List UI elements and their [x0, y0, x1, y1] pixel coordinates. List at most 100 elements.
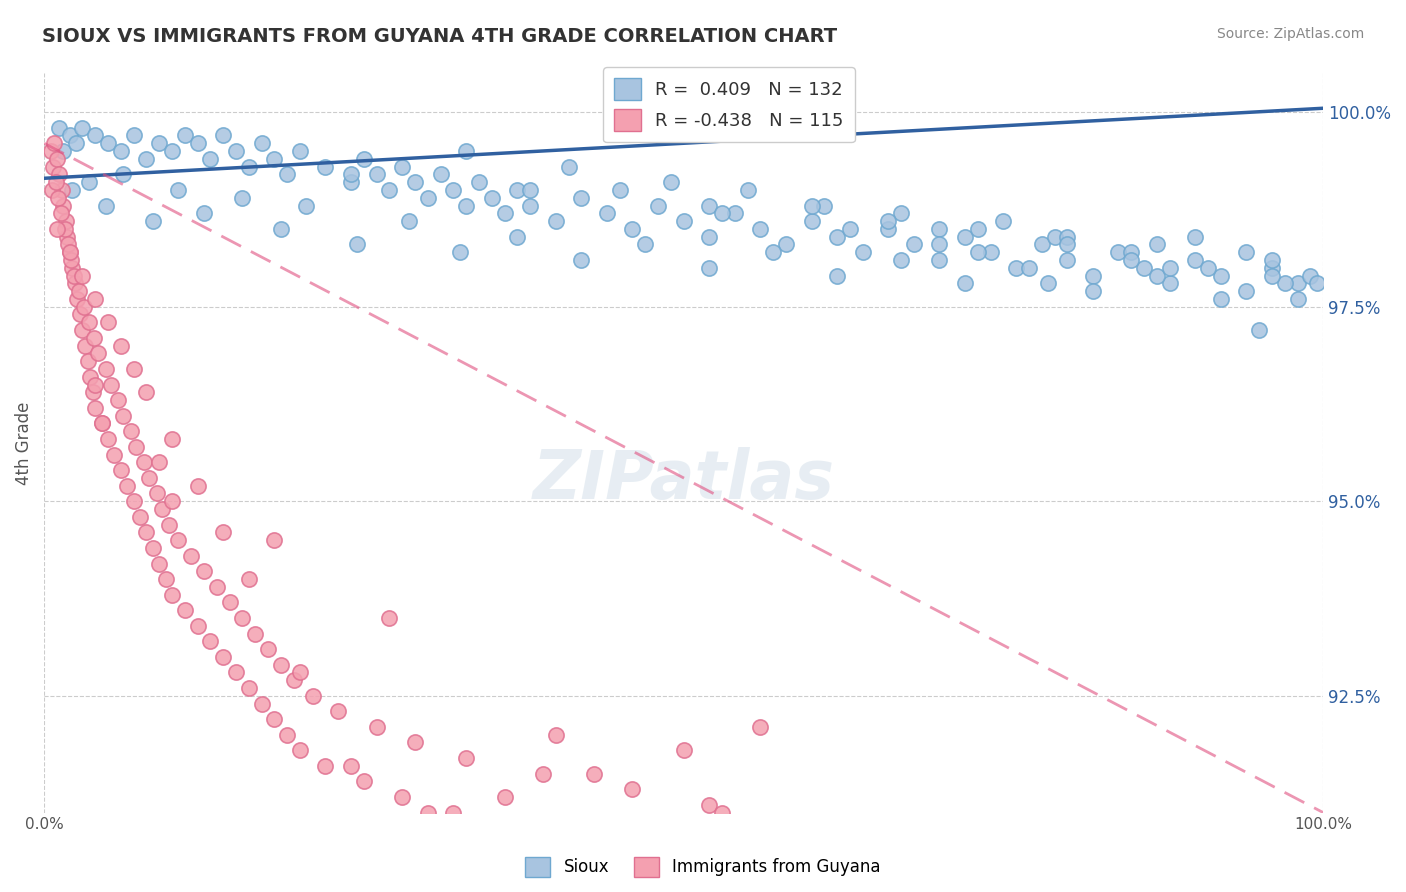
- Point: [366, 168, 388, 182]
- Point: [59, 252, 82, 267]
- Point: [295, 198, 318, 212]
- Point: [328, 705, 350, 719]
- Point: [1056, 252, 1078, 267]
- Point: [634, 237, 657, 252]
- Point: [1184, 229, 1206, 244]
- Point: [120, 424, 142, 438]
- Point: [56, 229, 79, 244]
- Point: [301, 689, 323, 703]
- Point: [506, 229, 529, 244]
- Point: [135, 525, 157, 540]
- Point: [468, 175, 491, 189]
- Point: [966, 245, 988, 260]
- Point: [315, 160, 337, 174]
- Point: [60, 260, 83, 275]
- Point: [429, 168, 451, 182]
- Point: [1005, 260, 1028, 275]
- Point: [1146, 268, 1168, 283]
- Point: [519, 183, 541, 197]
- Point: [77, 175, 100, 189]
- Point: [1056, 229, 1078, 244]
- Text: SIOUX VS IMMIGRANTS FROM GUYANA 4TH GRADE CORRELATION CHART: SIOUX VS IMMIGRANTS FROM GUYANA 4TH GRAD…: [42, 27, 838, 45]
- Point: [52, 198, 75, 212]
- Point: [1043, 229, 1066, 244]
- Point: [1081, 268, 1104, 283]
- Point: [1146, 237, 1168, 252]
- Point: [391, 160, 413, 174]
- Point: [46, 191, 69, 205]
- Point: [441, 805, 464, 820]
- Point: [928, 237, 950, 252]
- Point: [205, 580, 228, 594]
- Point: [66, 292, 89, 306]
- Point: [62, 268, 84, 283]
- Point: [621, 782, 644, 797]
- Point: [270, 222, 292, 236]
- Point: [167, 533, 190, 548]
- Point: [340, 759, 363, 773]
- Point: [200, 634, 222, 648]
- Point: [160, 144, 183, 158]
- Point: [77, 315, 100, 329]
- Point: [110, 338, 132, 352]
- Point: [49, 206, 72, 220]
- Point: [353, 152, 375, 166]
- Point: [416, 805, 439, 820]
- Point: [1209, 292, 1232, 306]
- Point: [65, 136, 87, 151]
- Point: [112, 409, 135, 423]
- Point: [697, 797, 720, 812]
- Point: [825, 268, 848, 283]
- Point: [315, 759, 337, 773]
- Point: [97, 315, 120, 329]
- Point: [378, 611, 401, 625]
- Point: [155, 572, 177, 586]
- Point: [97, 136, 120, 151]
- Point: [724, 206, 747, 220]
- Point: [225, 665, 247, 680]
- Point: [456, 144, 478, 158]
- Point: [953, 277, 976, 291]
- Point: [41, 183, 63, 197]
- Point: [1274, 277, 1296, 291]
- Point: [257, 642, 280, 657]
- Point: [193, 206, 215, 220]
- Point: [100, 377, 122, 392]
- Point: [544, 214, 567, 228]
- Point: [238, 681, 260, 695]
- Point: [1249, 323, 1271, 337]
- Point: [135, 152, 157, 166]
- Point: [1261, 260, 1284, 275]
- Point: [142, 541, 165, 555]
- Point: [59, 128, 82, 143]
- Point: [82, 385, 104, 400]
- Point: [52, 144, 75, 158]
- Point: [953, 229, 976, 244]
- Point: [1261, 268, 1284, 283]
- Point: [749, 222, 772, 236]
- Point: [67, 284, 90, 298]
- Point: [1159, 260, 1181, 275]
- Point: [340, 175, 363, 189]
- Point: [148, 136, 170, 151]
- Point: [737, 183, 759, 197]
- Point: [107, 393, 129, 408]
- Point: [63, 277, 86, 291]
- Point: [288, 144, 311, 158]
- Point: [145, 486, 167, 500]
- Point: [231, 191, 253, 205]
- Point: [366, 720, 388, 734]
- Point: [813, 198, 835, 212]
- Point: [122, 362, 145, 376]
- Point: [160, 588, 183, 602]
- Point: [647, 198, 669, 212]
- Point: [125, 440, 148, 454]
- Point: [60, 183, 83, 197]
- Point: [243, 626, 266, 640]
- Point: [103, 448, 125, 462]
- Point: [173, 603, 195, 617]
- Point: [288, 665, 311, 680]
- Point: [84, 128, 107, 143]
- Point: [87, 346, 110, 360]
- Point: [398, 214, 420, 228]
